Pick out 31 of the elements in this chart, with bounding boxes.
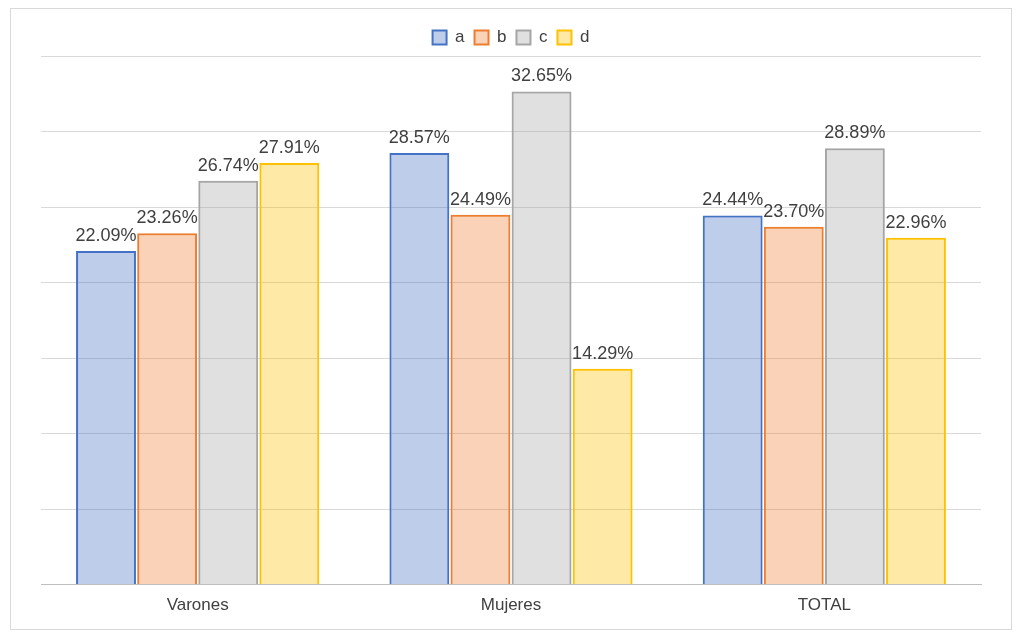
data-label: 22.96% — [885, 211, 947, 232]
bar — [450, 214, 511, 585]
bar — [763, 226, 824, 585]
bar — [886, 237, 946, 585]
data-label: 24.49% — [449, 188, 511, 209]
data-label: 32.65% — [511, 65, 573, 86]
bar — [259, 163, 320, 585]
legend-label: d — [579, 27, 590, 47]
bar — [76, 250, 136, 585]
bar — [198, 180, 259, 585]
data-label: 24.44% — [702, 189, 764, 210]
legend-label: b — [497, 27, 507, 47]
x-tick-label: Mujeres — [480, 595, 542, 615]
x-tick-label: TOTAL — [797, 595, 851, 615]
data-label: 27.91% — [258, 137, 320, 158]
data-label: 23.70% — [763, 200, 825, 221]
data-label: 28.57% — [388, 127, 450, 148]
legend-label: c — [538, 27, 548, 47]
data-label: 14.29% — [572, 342, 634, 363]
bar — [511, 91, 572, 585]
data-label: 28.89% — [824, 122, 886, 143]
data-label: 23.26% — [136, 207, 198, 228]
x-tick-label: Varones — [166, 595, 229, 615]
bar — [389, 153, 450, 585]
bar — [824, 148, 885, 585]
bar — [702, 215, 763, 585]
bar — [137, 233, 198, 585]
legend-label: a — [455, 27, 466, 47]
data-label: 26.74% — [197, 154, 259, 175]
bar — [572, 368, 633, 585]
data-label: 22.09% — [75, 224, 137, 245]
